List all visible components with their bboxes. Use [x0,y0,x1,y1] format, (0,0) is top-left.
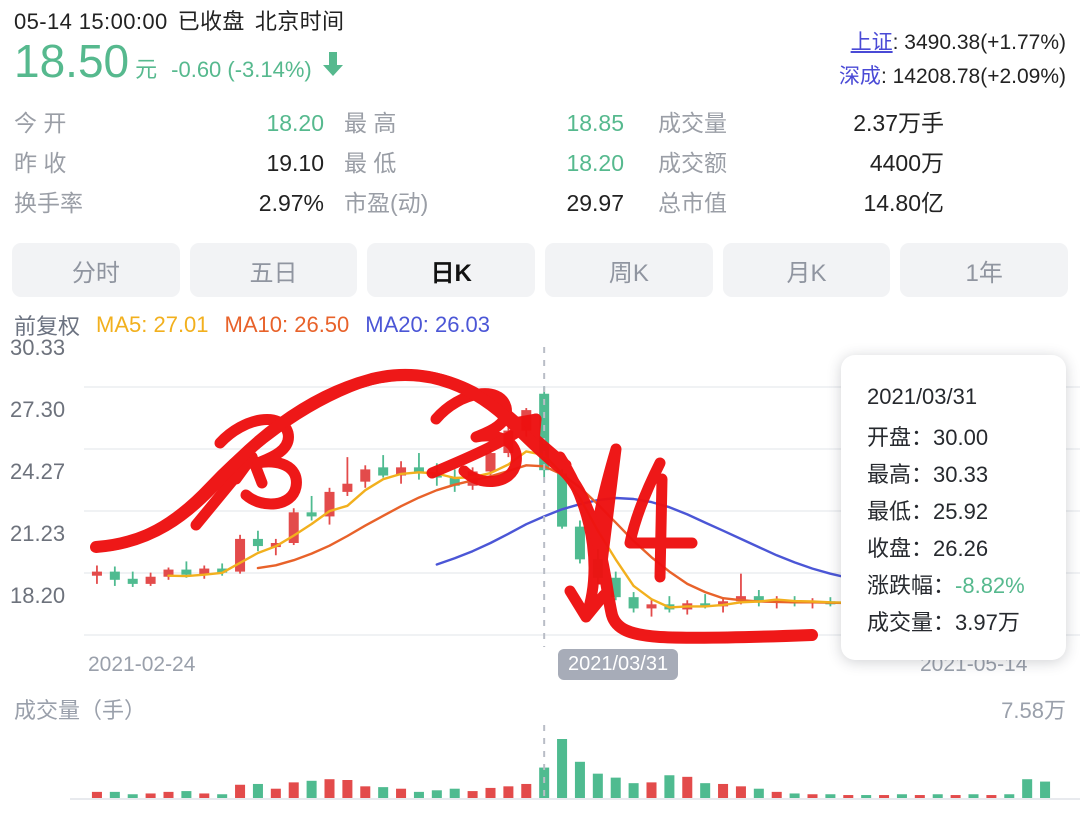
arrow-down-icon [322,50,344,76]
stat-value-open: 18.20 [266,110,324,136]
price-row: 18.50 元 -0.60 (-3.14%) [14,38,1066,93]
volume-chart[interactable] [0,725,1080,803]
stat-label-high: 最 高 [344,110,397,136]
stat-label-low: 最 低 [344,150,397,176]
tab-week-k[interactable]: 周K [545,243,713,297]
chart-period-tabs: 分时 五日 日K 周K 月K 1年 [0,229,1080,297]
tab-wuri[interactable]: 五日 [189,243,358,297]
quote-header: 05-14 15:00:00 已收盘 北京时间 18.50 元 -0.60 (-3.… [0,0,1080,93]
index-name-sh[interactable]: 上证 [850,31,893,54]
stat-label-turnrate: 换手率 [14,190,83,216]
index-value-sh: 3490.38(+1.77%) [904,31,1066,54]
volume-header: 成交量（手） 7.58万 [0,687,1080,725]
ma-legend: 前复权 MA5: 27.01 MA10: 26.50 MA20: 26.03 [0,297,1080,345]
stat-label-open: 今 开 [14,110,67,136]
index-row-sh[interactable]: 上证: 3490.38(+1.77%) [839,26,1066,60]
stat-label-pe: 市盈(动) [344,190,429,216]
ma10-legend: MA10: 26.50 [224,312,350,337]
timezone-label: 北京时间 [254,9,345,34]
index-sep-sh: : [892,31,905,54]
index-value-sz: 14208.78(+2.09%) [892,65,1066,88]
tab-month-k[interactable]: 月K [722,243,891,297]
ma20-legend: MA20: 26.03 [365,312,491,337]
stat-value-turnrate: 2.97% [258,190,324,216]
stat-label-volume: 成交量 [658,110,727,136]
price-unit: 元 [135,57,158,82]
market-time-row: 05-14 15:00:00 已收盘 北京时间 [14,8,1066,36]
stat-value-turnover: 4400万 [869,150,944,176]
ytick-4: 18.20 [10,583,66,608]
tooltip-low: 最低：25.92 [867,499,989,524]
stat-value-pe: 29.97 [566,190,624,216]
stat-label-turnover: 成交额 [658,150,727,176]
stat-value-volume: 2.37万手 [853,110,944,136]
price-change: -0.60 (-3.14%) [171,57,312,82]
stat-label-prevclose: 昨 收 [14,150,67,176]
stat-value-high: 18.85 [566,110,624,136]
tooltip-volume: 成交量：3.97万 [867,610,1020,635]
tooltip-open: 开盘：30.00 [867,425,989,450]
tab-one-year[interactable]: 1年 [900,243,1069,297]
index-quotes: 上证: 3490.38(+1.77%) 深成: 14208.78(+2.09%) [839,26,1066,94]
tooltip-change-value: -8.82% [955,573,1025,598]
index-sep-sz: : [880,65,893,88]
volume-max-value: 7.58万 [1001,698,1066,723]
market-status: 已收盘 [177,9,245,34]
timestamp: 05-14 15:00:00 [14,9,168,34]
tooltip-close: 收盘：26.26 [867,536,989,561]
ytick-0: 30.33 [10,335,66,360]
stat-value-low: 18.20 [566,150,624,176]
adjust-type-label[interactable]: 前复权 [14,314,81,339]
tooltip-high: 最高：30.33 [867,462,989,487]
index-row-sz[interactable]: 深成: 14208.78(+2.09%) [839,60,1066,94]
ma5-legend: MA5: 27.01 [96,312,209,337]
candle-tooltip: 2021/03/31 开盘：30.00 最高：30.33 最低：25.92 收盘… [841,355,1066,660]
current-price: 18.50 [14,35,130,87]
tooltip-date: 2021/03/31 [867,384,978,409]
xtick-crosshair: 2021/03/31 [558,649,679,680]
stat-value-prevclose: 19.10 [266,150,324,176]
index-name-sz[interactable]: 深成 [838,65,881,88]
ytick-1: 27.30 [10,397,66,422]
tab-fenshi[interactable]: 分时 [12,243,180,297]
stats-grid: 今 开 18.20 最 高 18.85 成交量 2.37万手 昨 收 19.10… [0,103,1080,223]
tooltip-change-label: 涨跌幅： [867,573,956,598]
ytick-3: 21.23 [10,521,66,546]
stat-label-mktcap: 总市值 [658,190,727,216]
tooltip-change-row: 涨跌幅：-8.82% [867,567,1066,604]
volume-title: 成交量（手） [14,698,147,723]
ytick-2: 24.27 [10,459,66,484]
tab-day-k[interactable]: 日K [367,243,536,297]
xtick-start: 2021-02-24 [88,653,196,676]
stat-value-mktcap: 14.80亿 [863,190,944,216]
volume-canvas[interactable] [0,725,1080,803]
